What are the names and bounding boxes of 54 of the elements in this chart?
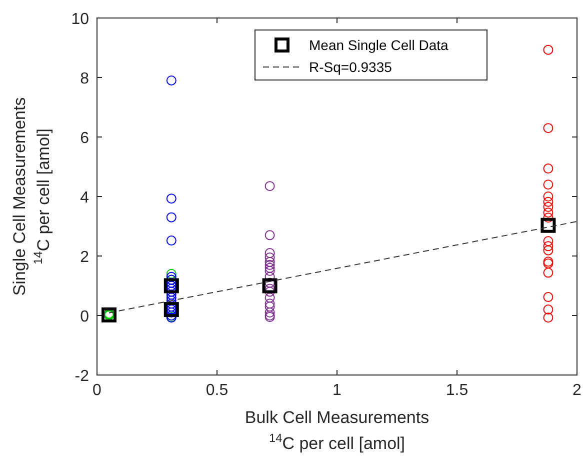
point (264, 308, 275, 318)
point (264, 262, 275, 273)
point (264, 230, 275, 240)
point (543, 312, 554, 323)
legend-label: R-Sq=0.9335 (309, 59, 392, 75)
point (166, 212, 176, 222)
point (264, 298, 275, 309)
point (543, 123, 554, 134)
point (166, 75, 176, 86)
point (543, 192, 554, 202)
point (543, 202, 554, 212)
point (264, 292, 275, 303)
x-axis-title: Bulk Cell Measurements $^{14}$C per cell [amol] (244, 408, 430, 453)
point (166, 194, 176, 204)
point (264, 181, 275, 192)
point (166, 236, 176, 246)
point (543, 304, 554, 315)
point (543, 292, 554, 302)
point (264, 256, 275, 267)
y-tick-label: 8 (80, 70, 90, 88)
point (543, 180, 554, 190)
y-tick-label: 0 (80, 308, 90, 326)
point (264, 260, 275, 270)
point (166, 292, 176, 303)
legend-label: Mean Single Cell Data (309, 37, 449, 53)
y-axis-title: Single Cell Measurements $^{14}$C per cell [amol] (10, 97, 53, 296)
point (543, 268, 554, 278)
x-tick-label: 1 (332, 382, 342, 399)
point (543, 245, 554, 256)
x-tick-label: 1.5 (446, 382, 468, 399)
point (540, 218, 556, 233)
point (543, 236, 554, 246)
point (264, 302, 275, 312)
point (543, 212, 554, 223)
point (264, 248, 275, 258)
point (264, 252, 275, 262)
y-tick-label: 4 (80, 190, 90, 206)
point (264, 286, 275, 297)
point (543, 196, 554, 207)
y-tick-label: 6 (80, 130, 90, 147)
x-tick-label: 2 (572, 382, 582, 399)
point (166, 286, 176, 297)
point (543, 164, 554, 174)
point (543, 208, 554, 218)
x-tick-label: 0.5 (206, 382, 228, 399)
x-tick-label: 0 (92, 382, 102, 399)
point (264, 266, 275, 276)
point (166, 268, 176, 279)
y-tick-label: -2 (74, 368, 90, 385)
point (543, 44, 554, 55)
y-tick-label: 2 (80, 249, 90, 266)
point (543, 241, 554, 252)
point (262, 278, 278, 294)
y-tick-label: 10 (71, 11, 90, 28)
